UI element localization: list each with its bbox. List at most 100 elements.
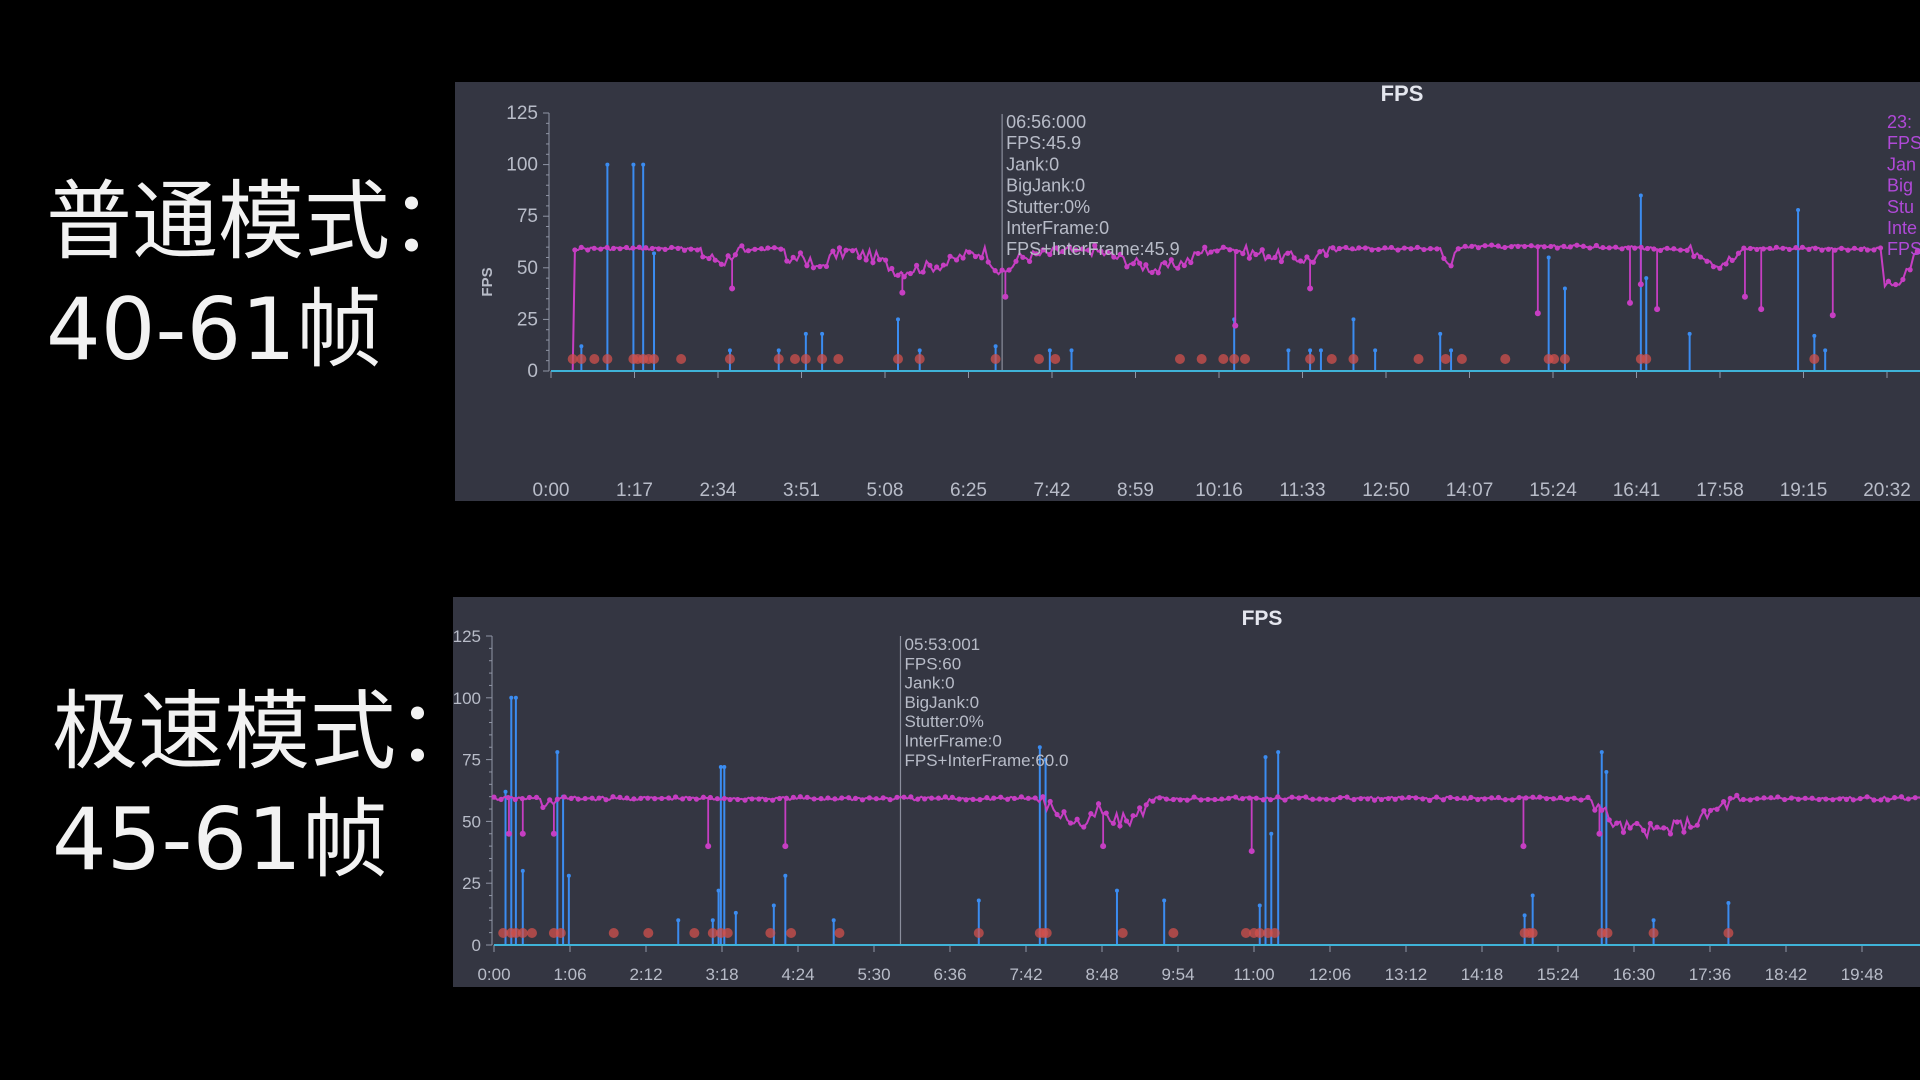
- fps-point: [1729, 257, 1735, 263]
- fps-point: [666, 795, 672, 801]
- fps-point: [1657, 247, 1664, 254]
- fps-point: [1885, 797, 1891, 803]
- fps-point: [907, 270, 914, 277]
- fps-point: [783, 795, 790, 801]
- jank-marker: [649, 354, 660, 364]
- fps-point: [1488, 795, 1495, 801]
- fps-point: [643, 245, 649, 251]
- fps-point: [1489, 242, 1495, 248]
- fps-point: [712, 257, 718, 263]
- fps-point: [1651, 246, 1657, 252]
- fps-point: [673, 794, 679, 800]
- fps-dip-point: [705, 843, 712, 850]
- fps-point: [1285, 250, 1291, 256]
- fps-point: [1170, 796, 1176, 803]
- fps-point: [589, 795, 595, 801]
- fps-point: [1202, 244, 1208, 250]
- jank-marker: [1641, 354, 1652, 364]
- fps-point: [1613, 244, 1619, 250]
- fps-point: [1677, 247, 1684, 253]
- fps-point: [662, 246, 668, 252]
- cursor-tooltip-line: InterFrame:0: [1006, 218, 1109, 238]
- jank-marker: [576, 354, 587, 364]
- fps-point: [1912, 795, 1918, 801]
- cursor-tooltip-line: FPS:60: [904, 654, 961, 673]
- y-tick-label: 0: [527, 361, 538, 382]
- jank-marker: [1305, 354, 1316, 364]
- fps-point: [1495, 794, 1502, 801]
- fps-point: [1823, 796, 1829, 802]
- fps-point: [887, 797, 893, 803]
- fps-point: [1475, 245, 1482, 251]
- fps-point: [1362, 245, 1368, 251]
- fps-point: [1502, 244, 1508, 251]
- fps-point: [617, 246, 623, 252]
- fps-point: [1528, 243, 1534, 249]
- fps-dip-point: [1520, 843, 1527, 850]
- fps-point: [1606, 817, 1612, 823]
- fps-point: [1098, 248, 1104, 254]
- fps-point: [1550, 796, 1557, 802]
- fps-point: [863, 257, 869, 263]
- fps-point: [1413, 795, 1419, 801]
- fps-point: [1878, 797, 1884, 803]
- fps-point: [675, 245, 681, 251]
- fps-point: [1414, 244, 1421, 250]
- x-tick-label: 14:18: [1461, 965, 1504, 984]
- jank-marker: [1527, 928, 1538, 938]
- fps-point: [1392, 796, 1398, 802]
- fps-point: [901, 794, 907, 800]
- fps-point: [1864, 247, 1871, 253]
- fps-point: [1427, 797, 1433, 803]
- mode-label-fast: 极速模式： 45-61帧: [52, 678, 482, 894]
- fps-point: [1175, 265, 1181, 271]
- fps-point: [1780, 245, 1786, 251]
- fps-point: [1557, 794, 1564, 801]
- fps-point: [561, 794, 567, 800]
- fps-point: [825, 795, 831, 801]
- jank-spike-point: [1373, 348, 1378, 353]
- jank-spike-point: [503, 789, 508, 794]
- fps-point: [992, 268, 998, 274]
- fps-point: [1085, 247, 1092, 253]
- fps-point: [1137, 260, 1143, 266]
- fps-point: [1123, 818, 1130, 824]
- jank-spike-point: [1796, 208, 1801, 213]
- fps-point: [1104, 249, 1110, 255]
- fps-point: [1747, 245, 1753, 252]
- x-tick-label: 15:24: [1537, 965, 1580, 984]
- fps-dip-point: [1307, 285, 1314, 292]
- cursor2-tooltip-line: 23:: [1887, 112, 1912, 132]
- jank-spike-point: [1162, 898, 1167, 903]
- fps-point: [1434, 246, 1440, 252]
- fps-point: [1310, 259, 1316, 265]
- jank-spike-point: [1651, 918, 1656, 923]
- fps-point: [1727, 795, 1733, 801]
- fps-point: [706, 255, 712, 262]
- jank-marker: [834, 928, 845, 938]
- fps-point: [1775, 794, 1781, 800]
- jank-spike-point: [605, 162, 610, 167]
- jank-marker: [589, 354, 600, 364]
- fps-point: [1013, 258, 1019, 264]
- cursor2-tooltip-line: FPS: [1887, 133, 1920, 153]
- fps-point: [1843, 796, 1850, 802]
- fps-point: [1378, 796, 1385, 803]
- fps-point: [934, 264, 940, 270]
- fps-point: [617, 794, 623, 800]
- jank-marker: [893, 354, 904, 364]
- fps-point: [942, 794, 948, 800]
- jank-marker: [608, 928, 619, 938]
- jank-marker: [1809, 354, 1820, 364]
- jank-spike-point: [513, 695, 518, 700]
- fps-point: [1671, 246, 1677, 252]
- fps-point: [1530, 794, 1536, 800]
- fps-dip-point: [1002, 293, 1009, 300]
- cursor-tooltip-line: Stutter:0%: [904, 712, 983, 731]
- fps-point: [1567, 244, 1573, 250]
- fps-point: [1523, 795, 1529, 801]
- fps-point: [1812, 245, 1819, 251]
- jank-spike-point: [1114, 888, 1119, 893]
- fps-point: [1110, 820, 1116, 826]
- fps-point: [1214, 248, 1220, 254]
